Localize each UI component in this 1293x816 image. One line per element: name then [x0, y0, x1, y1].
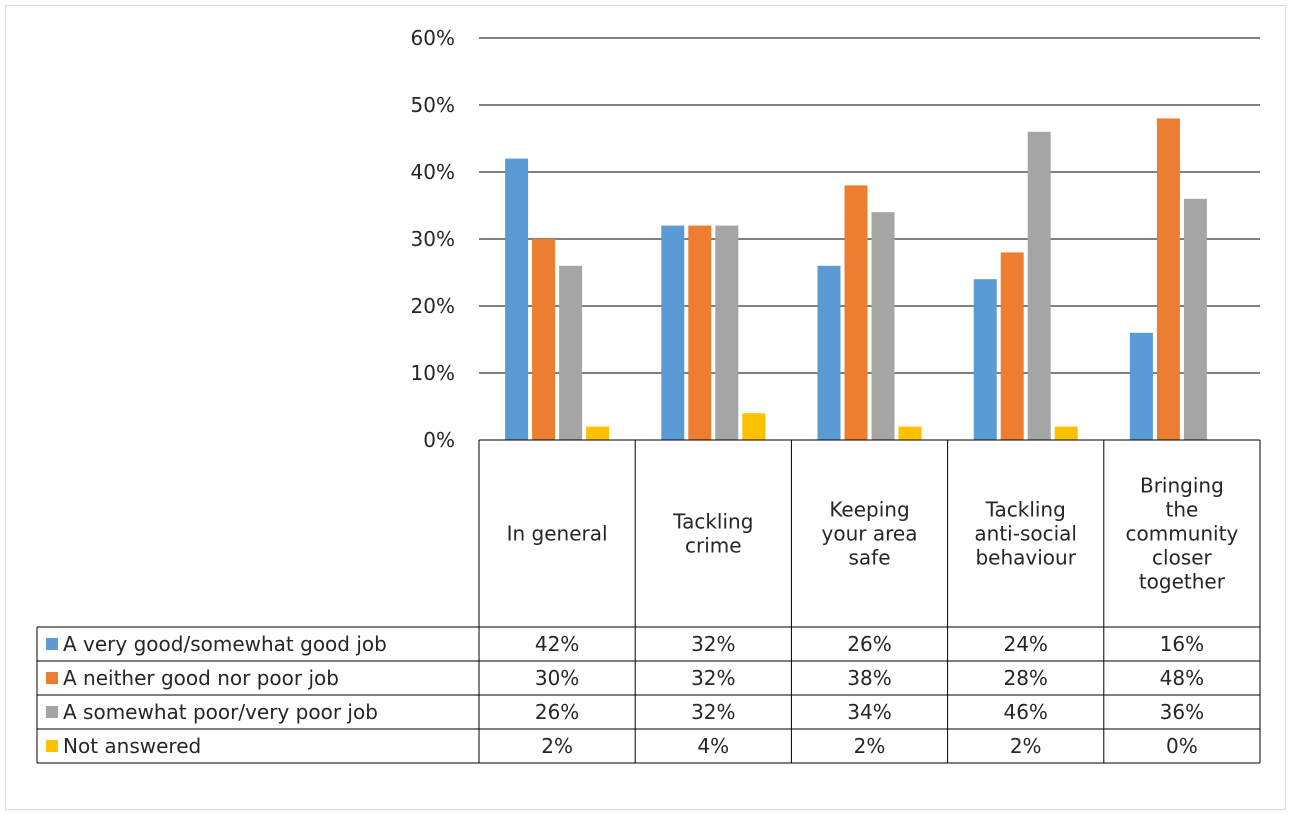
- legend-key: [46, 740, 58, 752]
- series-name: A somewhat poor/very poor job: [63, 700, 378, 724]
- data-label: 32%: [691, 632, 735, 656]
- bar: [1129, 332, 1153, 440]
- y-tick-label: 0%: [423, 428, 455, 452]
- x-category-label: In general: [507, 522, 608, 546]
- data-label: 32%: [691, 700, 735, 724]
- data-label: 30%: [535, 666, 579, 690]
- bars: [505, 118, 1207, 441]
- bar: [505, 158, 529, 440]
- x-category-label: Tackling: [672, 510, 753, 534]
- data-label: 48%: [1160, 666, 1204, 690]
- y-tick-label: 40%: [411, 160, 455, 184]
- data-label: 28%: [1003, 666, 1047, 690]
- y-axis: 0% 10% 20% 30% 40% 50% 60%: [411, 26, 455, 452]
- y-tick-label: 50%: [411, 93, 455, 117]
- data-label: 34%: [847, 700, 891, 724]
- x-category-label: crime: [685, 534, 742, 558]
- legend-key: [46, 706, 58, 718]
- bar: [688, 225, 712, 440]
- y-tick-label: 30%: [411, 227, 455, 251]
- x-category-label: anti-social: [974, 522, 1077, 546]
- bar: [742, 413, 766, 440]
- data-label: 4%: [697, 734, 729, 758]
- x-category-label: community: [1126, 522, 1239, 546]
- x-category-label: closer: [1152, 546, 1213, 570]
- gridlines: [479, 37, 1260, 374]
- data-label: 2%: [1010, 734, 1042, 758]
- data-label: 16%: [1160, 632, 1204, 656]
- bar: [973, 279, 997, 440]
- x-category-label: Keeping: [829, 498, 909, 522]
- series-name: A very good/somewhat good job: [63, 632, 387, 656]
- chart-frame: [5, 5, 1286, 810]
- x-category-label: the: [1165, 498, 1198, 522]
- y-tick-label: 20%: [411, 294, 455, 318]
- bar: [1156, 118, 1180, 441]
- data-label: 24%: [1003, 632, 1047, 656]
- data-label: 0%: [1166, 734, 1198, 758]
- bar: [715, 225, 739, 440]
- data-label: 26%: [535, 700, 579, 724]
- x-category-label: behaviour: [975, 546, 1076, 570]
- data-label: 32%: [691, 666, 735, 690]
- bar: [661, 225, 685, 440]
- x-category-label: Tackling: [985, 498, 1066, 522]
- data-label: 2%: [854, 734, 886, 758]
- series-name: A neither good nor poor job: [63, 666, 339, 690]
- bar: [1054, 426, 1078, 440]
- data-label: 2%: [541, 734, 573, 758]
- series-name: Not answered: [63, 734, 201, 758]
- x-category-label: your area: [822, 522, 918, 546]
- legend-key: [46, 638, 58, 650]
- y-tick-label: 60%: [411, 26, 455, 50]
- bar: [817, 265, 841, 440]
- data-label: 46%: [1003, 700, 1047, 724]
- x-category-label: together: [1139, 570, 1226, 594]
- data-label: 42%: [535, 632, 579, 656]
- bar: [1027, 131, 1051, 441]
- bar: [898, 426, 922, 440]
- bar: [532, 239, 556, 440]
- x-category-label: Bringing: [1140, 474, 1224, 498]
- data-label: 26%: [847, 632, 891, 656]
- data-label: 36%: [1160, 700, 1204, 724]
- bar: [586, 426, 610, 440]
- y-tick-label: 10%: [411, 361, 455, 385]
- x-category-label: safe: [848, 546, 890, 570]
- bar: [871, 212, 895, 440]
- bar: [1183, 198, 1207, 440]
- legend-key: [46, 672, 58, 684]
- bar: [559, 265, 583, 440]
- data-label: 38%: [847, 666, 891, 690]
- bar: [1000, 252, 1024, 440]
- bar: [844, 185, 868, 440]
